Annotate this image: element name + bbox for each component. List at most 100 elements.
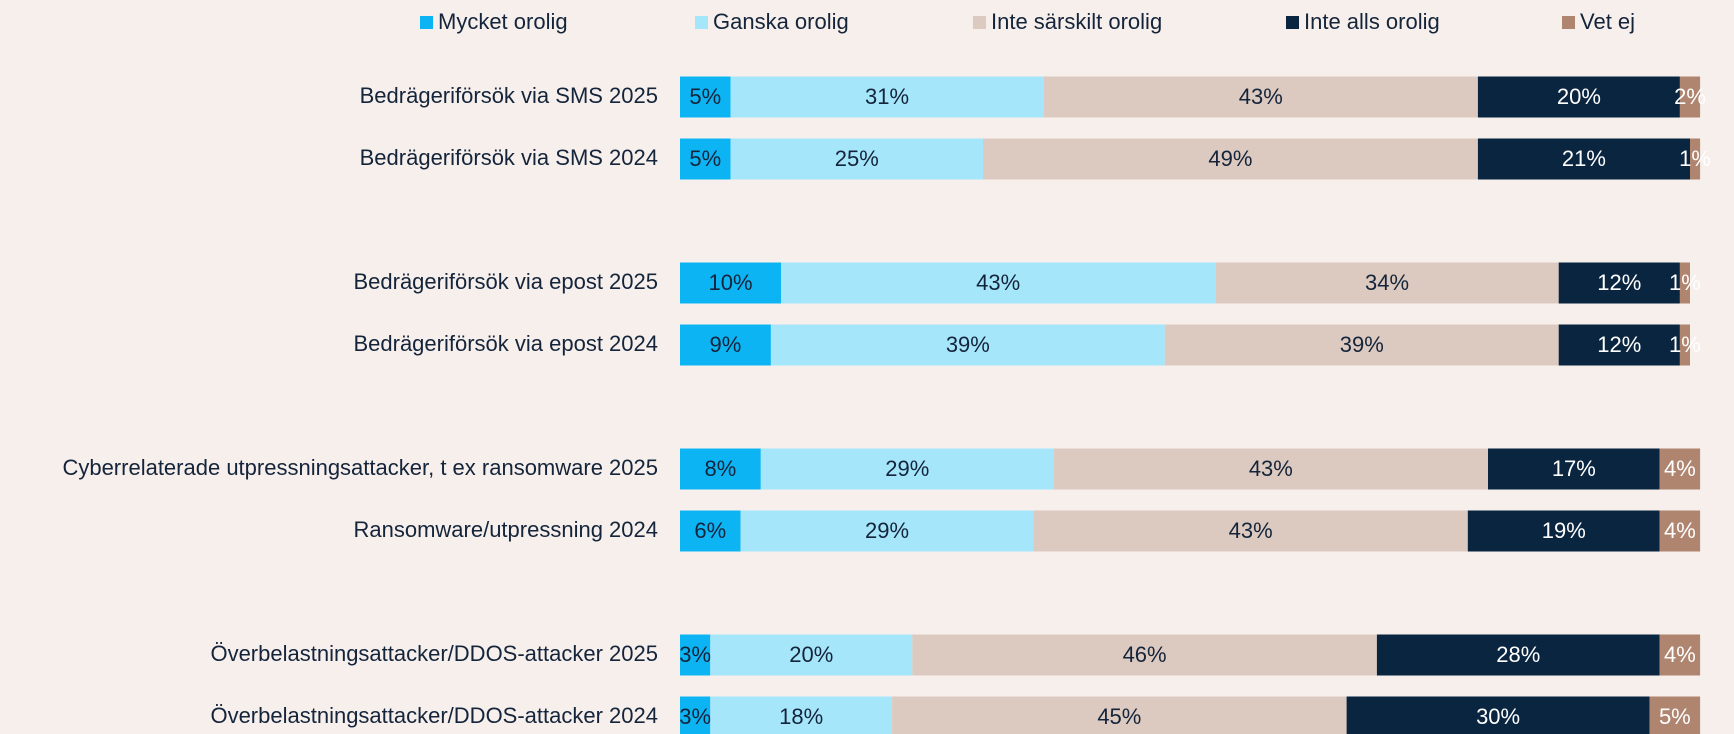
- value-label: 12%: [1597, 270, 1641, 295]
- bar-segment: [1477, 138, 1690, 180]
- category-label: Cyberrelaterade utpressningsattacker, t …: [62, 455, 658, 480]
- value-label: 34%: [1365, 270, 1409, 295]
- bar-segment: [1659, 634, 1701, 676]
- bar-segment: [1679, 324, 1690, 366]
- bar-segment: [680, 510, 741, 552]
- value-label: 3%: [679, 704, 711, 729]
- bar-segment: [770, 324, 1165, 366]
- bar-segment: [680, 262, 781, 304]
- bar-segment: [1649, 696, 1701, 734]
- bar-segment: [680, 138, 731, 180]
- bar-segment: [1659, 448, 1701, 490]
- bar-segment: [680, 324, 771, 366]
- value-label: 9%: [710, 332, 742, 357]
- value-label: 1%: [1679, 146, 1711, 171]
- value-label: 2%: [1674, 84, 1706, 109]
- value-label: 43%: [976, 270, 1020, 295]
- category-label: Bedrägeriförsök via epost 2025: [353, 269, 658, 294]
- value-label: 5%: [689, 146, 721, 171]
- category-label: Bedrägeriförsök via SMS 2024: [360, 145, 658, 170]
- bar-segment: [983, 138, 1478, 180]
- legend-label: Mycket orolig: [438, 9, 568, 34]
- value-label: 43%: [1239, 84, 1283, 109]
- bar-segment: [730, 138, 983, 180]
- legend-swatch: [973, 16, 986, 29]
- value-label: 10%: [708, 270, 752, 295]
- value-label: 19%: [1542, 518, 1586, 543]
- bar-segment: [680, 696, 711, 734]
- value-label: 5%: [1659, 704, 1691, 729]
- bar-segment: [680, 634, 711, 676]
- value-label: 45%: [1097, 704, 1141, 729]
- bar-segment: [710, 696, 893, 734]
- bar-segment: [680, 448, 761, 490]
- category-label: Bedrägeriförsök via epost 2024: [353, 331, 658, 356]
- category-label: Ransomware/utpressning 2024: [353, 517, 658, 542]
- bar-segment: [1164, 324, 1559, 366]
- bar-segment: [1477, 76, 1680, 118]
- value-label: 49%: [1208, 146, 1252, 171]
- bar-segment: [1053, 448, 1488, 490]
- value-label: 30%: [1476, 704, 1520, 729]
- value-label: 29%: [865, 518, 909, 543]
- bar-segment: [710, 634, 913, 676]
- value-label: 17%: [1552, 456, 1596, 481]
- legend-label: Inte alls orolig: [1304, 9, 1440, 34]
- value-label: 18%: [779, 704, 823, 729]
- legend-swatch: [420, 16, 433, 29]
- bar-segment: [892, 696, 1347, 734]
- bar-segment: [1488, 448, 1660, 490]
- value-label: 1%: [1669, 270, 1701, 295]
- bar-segment: [1558, 324, 1680, 366]
- value-label: 31%: [865, 84, 909, 109]
- category-label: Överbelastningsattacker/DDOS-attacker 20…: [210, 641, 658, 666]
- bar-segment: [1690, 138, 1701, 180]
- value-label: 29%: [885, 456, 929, 481]
- legend-swatch: [695, 16, 708, 29]
- bar-segment: [1659, 510, 1701, 552]
- value-label: 46%: [1123, 642, 1167, 667]
- value-label: 4%: [1664, 518, 1696, 543]
- legend-label: Vet ej: [1580, 9, 1635, 34]
- legend-label: Ganska orolig: [713, 9, 849, 34]
- value-label: 4%: [1664, 456, 1696, 481]
- bar-segment: [912, 634, 1377, 676]
- value-label: 39%: [946, 332, 990, 357]
- value-label: 20%: [1557, 84, 1601, 109]
- value-label: 3%: [679, 642, 711, 667]
- value-label: 4%: [1664, 642, 1696, 667]
- bar-segment: [1215, 262, 1559, 304]
- bar-segment: [740, 510, 1034, 552]
- bar-segment: [680, 76, 731, 118]
- value-label: 21%: [1562, 146, 1606, 171]
- legend-swatch: [1562, 16, 1575, 29]
- bar-segment: [1043, 76, 1478, 118]
- value-label: 12%: [1597, 332, 1641, 357]
- bar-segment: [1346, 696, 1650, 734]
- bar-segment: [760, 448, 1054, 490]
- legend-swatch: [1286, 16, 1299, 29]
- bar-segment: [1467, 510, 1660, 552]
- value-label: 5%: [689, 84, 721, 109]
- value-label: 6%: [694, 518, 726, 543]
- bar-segment: [1679, 76, 1701, 118]
- value-label: 43%: [1249, 456, 1293, 481]
- bar-segment: [1376, 634, 1660, 676]
- value-label: 43%: [1229, 518, 1273, 543]
- bar-segment: [730, 76, 1044, 118]
- value-label: 20%: [789, 642, 833, 667]
- bar-segment: [1033, 510, 1468, 552]
- category-label: Bedrägeriförsök via SMS 2025: [360, 83, 658, 108]
- value-label: 39%: [1340, 332, 1384, 357]
- legend-label: Inte särskilt orolig: [991, 9, 1162, 34]
- bar-segment: [1558, 262, 1680, 304]
- value-label: 28%: [1496, 642, 1540, 667]
- value-label: 25%: [835, 146, 879, 171]
- value-label: 8%: [705, 456, 737, 481]
- bar-segment: [781, 262, 1216, 304]
- value-label: 1%: [1669, 332, 1701, 357]
- category-label: Överbelastningsattacker/DDOS-attacker 20…: [210, 703, 658, 728]
- bar-segment: [1679, 262, 1690, 304]
